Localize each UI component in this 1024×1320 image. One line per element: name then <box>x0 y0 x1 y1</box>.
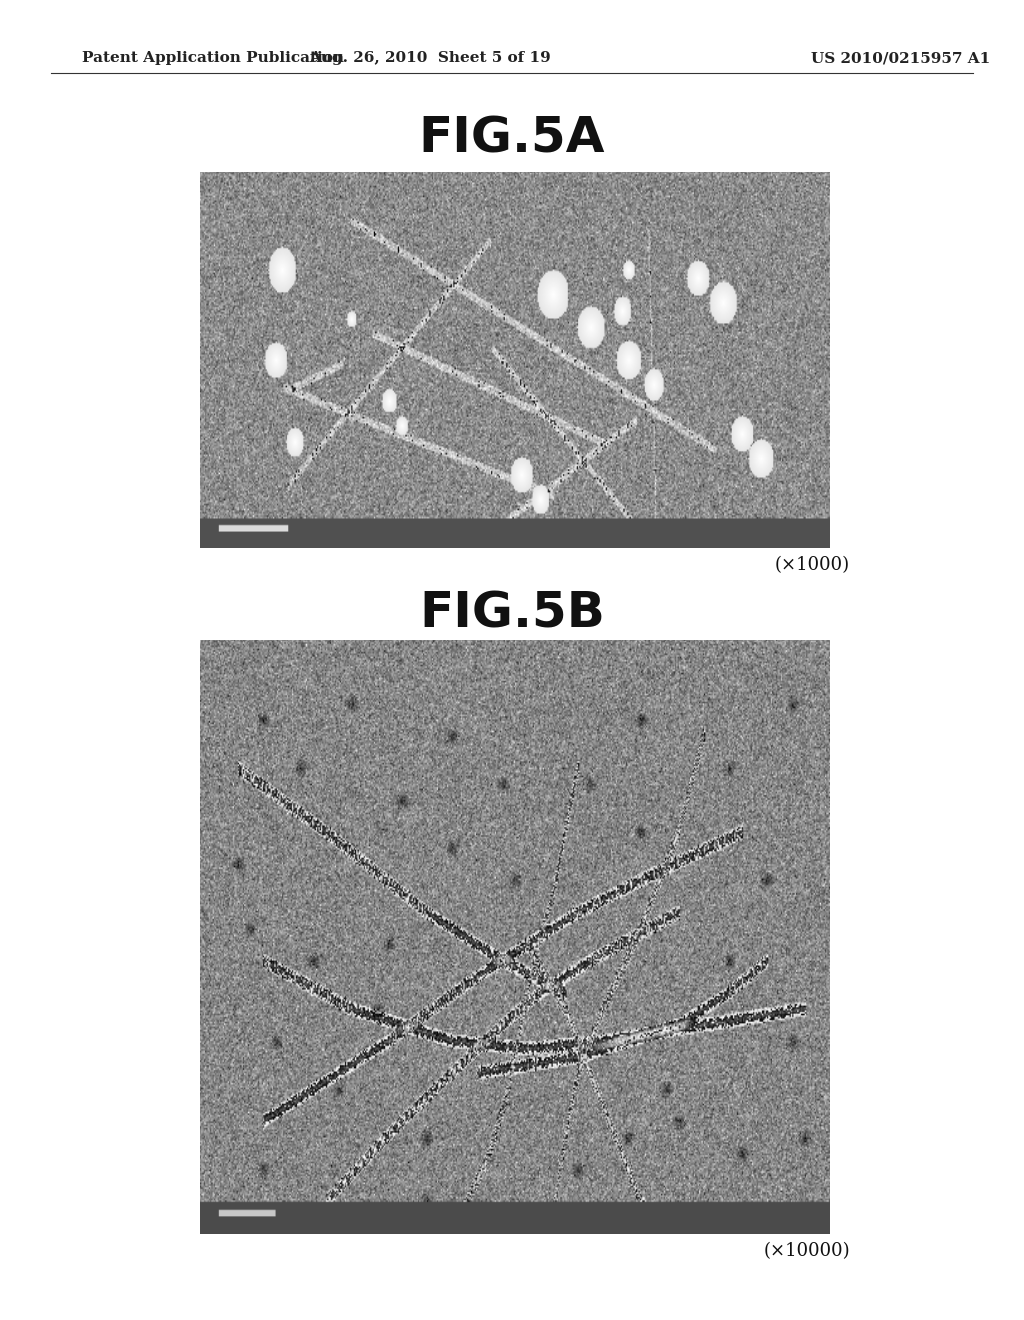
Text: FIG.5A: FIG.5A <box>419 115 605 162</box>
Text: (×10000): (×10000) <box>763 1242 850 1261</box>
Text: (×1000): (×1000) <box>775 556 850 574</box>
Text: FIG.5B: FIG.5B <box>419 590 605 638</box>
Text: US 2010/0215957 A1: US 2010/0215957 A1 <box>811 51 991 65</box>
Text: Patent Application Publication: Patent Application Publication <box>82 51 344 65</box>
Text: Aug. 26, 2010  Sheet 5 of 19: Aug. 26, 2010 Sheet 5 of 19 <box>309 51 551 65</box>
